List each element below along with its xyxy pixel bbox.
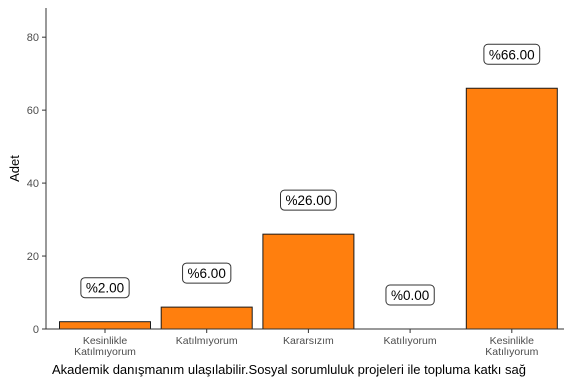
bar: [160, 306, 253, 330]
svg-text:%0.00: %0.00: [391, 288, 429, 303]
x-tick-label: Katılmıyorum: [176, 335, 238, 347]
x-tick-label: Kesinlikle: [83, 335, 128, 347]
x-tick-label: Katılmıyorum: [74, 346, 136, 358]
x-tick-label: Katılıyorum: [384, 335, 437, 347]
y-axis-title: Adet: [7, 155, 22, 182]
svg-text:%6.00: %6.00: [188, 266, 226, 281]
data-label: %0.00: [385, 284, 435, 306]
svg-text:%2.00: %2.00: [86, 281, 124, 296]
x-axis-title: Akademik danışmanım ulaşılabilir.Sosyal …: [52, 362, 526, 377]
y-tick-label: 80: [27, 32, 39, 44]
svg-text:%26.00: %26.00: [286, 193, 332, 208]
y-tick-label: 20: [27, 251, 39, 263]
data-label: %66.00: [483, 43, 541, 65]
y-tick-label: 60: [27, 105, 39, 117]
y-tick-label: 40: [27, 178, 39, 190]
x-tick-label: Katılıyorum: [485, 346, 538, 358]
bar: [59, 321, 151, 330]
data-label: %26.00: [280, 189, 337, 211]
y-tick-label: 0: [33, 324, 39, 336]
x-tick-label: Kesinlikle: [490, 335, 535, 347]
x-tick-label: Kararsızım: [283, 335, 334, 347]
svg-text:%66.00: %66.00: [489, 47, 535, 62]
bar: [262, 233, 355, 330]
data-label: %2.00: [80, 277, 130, 299]
bar: [465, 87, 558, 330]
data-label: %6.00: [182, 262, 232, 284]
